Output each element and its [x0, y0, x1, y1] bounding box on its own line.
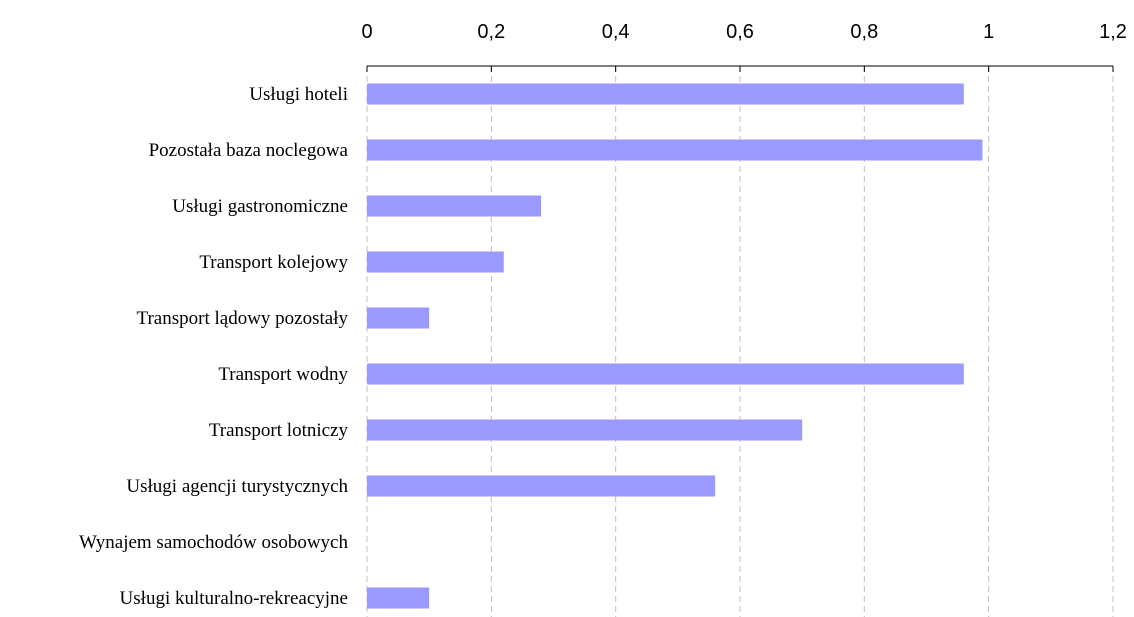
category-label: Transport kolejowy: [199, 252, 348, 273]
category-label: Transport lotniczy: [209, 420, 349, 441]
bar: [367, 139, 983, 161]
category-labels: Usługi hoteli Pozostała baza noclegowa Usł…: [79, 84, 349, 609]
x-tick-label: 0,6: [726, 21, 754, 43]
x-tick-label: 1,2: [1099, 21, 1127, 43]
bar: [367, 475, 716, 497]
category-label: Transport wodny: [218, 364, 348, 385]
bar: [367, 587, 430, 609]
bar: [367, 83, 964, 105]
category-label: Usługi kulturalno-rekreacyjne: [120, 588, 348, 609]
x-tick-label: 0,4: [602, 21, 630, 43]
category-label: Usługi agencji turystycznych: [126, 476, 348, 497]
category-label: Transport lądowy pozostały: [137, 308, 349, 329]
bar: [367, 363, 964, 385]
x-tick-label: 1: [983, 21, 994, 43]
bar: [367, 419, 803, 441]
bar: [367, 307, 430, 329]
x-tick-label: 0: [361, 21, 372, 43]
x-tick-label: 0,2: [477, 21, 505, 43]
category-label: Pozostała baza noclegowa: [149, 140, 349, 161]
bars: [367, 83, 983, 609]
bar: [367, 195, 542, 217]
category-label: Wynajem samochodów osobowych: [79, 532, 349, 553]
category-label: Usługi hoteli: [249, 84, 348, 105]
x-tick-label: 0,8: [850, 21, 878, 43]
bar: [367, 251, 504, 273]
category-label: Usługi gastronomiczne: [172, 196, 348, 217]
x-axis: 0 0,2 0,4 0,6 0,8 1 1,2: [361, 21, 1127, 72]
